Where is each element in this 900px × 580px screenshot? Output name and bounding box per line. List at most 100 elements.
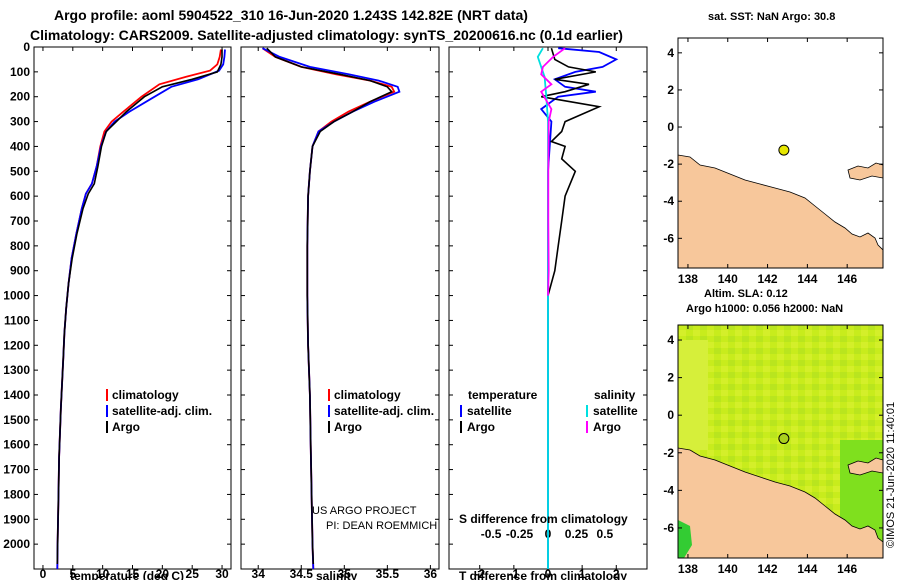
depth-tick-label: 400 — [10, 139, 30, 153]
salinity-xlabel: salinity — [316, 569, 358, 580]
salinity-lines — [261, 47, 401, 569]
series-line-climatology — [56, 49, 222, 569]
depth-tick-label: 500 — [10, 164, 30, 178]
x-tick-label: 20 — [156, 567, 170, 580]
legend-t-satellite: satellite — [467, 404, 512, 418]
series-line-s-argo — [540, 47, 566, 296]
depth-tick-label: 800 — [10, 239, 30, 253]
sst-map-axes: 138 140 142 144 146 4 2 0 -2 -4 -6 — [663, 38, 883, 286]
map-y-tick-label: 4 — [667, 46, 674, 60]
series-line-argo — [266, 47, 394, 565]
legend-argo: Argo — [334, 420, 362, 434]
depth-tick-label: 600 — [10, 189, 30, 203]
x-tick-label: 0 — [545, 567, 552, 580]
map-x-tick-label: 144 — [797, 272, 817, 286]
legend-temperature-title: temperature — [468, 388, 538, 402]
map-x-tick-label: 140 — [718, 562, 738, 576]
depth-tick-label: 1100 — [4, 313, 30, 327]
salinity-legend: climatology satellite-adj. clim. Argo — [328, 388, 434, 434]
t-difference-xlabel: T difference from climatology — [459, 569, 627, 580]
s-tick-label: 0.5 — [597, 527, 614, 541]
depth-tick-label: 1200 — [3, 338, 30, 352]
sla-map-title-1: Altim. SLA: 0.12 — [704, 288, 788, 300]
sst-map-title: sat. SST: NaN Argo: 30.8 — [708, 11, 835, 23]
x-tick-label: 10 — [96, 567, 110, 580]
map-x-tick-label: 142 — [758, 562, 778, 576]
series-line-s-satellite — [536, 47, 549, 569]
difference-lines — [536, 47, 619, 569]
depth-tick-label: 1800 — [3, 487, 30, 501]
map-y-tick-label: 2 — [667, 83, 674, 97]
map-y-tick-label: -4 — [663, 483, 674, 497]
map-y-tick-label: -6 — [663, 521, 674, 535]
legend-s-argo: Argo — [593, 420, 621, 434]
figure-title-1: Argo profile: aoml 5904522_310 16-Jun-20… — [54, 7, 528, 23]
series-line-satellite-adj-clim- — [56, 49, 226, 569]
map-x-tick-label: 142 — [758, 272, 778, 286]
legend-salinity-title: salinity — [594, 388, 636, 402]
depth-tick-label: 300 — [10, 115, 30, 129]
sla-map: Altim. SLA: 0.12 Argo h1000: 0.056 h2000… — [663, 288, 884, 576]
sla-map-island — [847, 457, 883, 476]
map-y-tick-label: 2 — [667, 371, 674, 385]
map-y-tick-label: -6 — [663, 231, 674, 245]
difference-panel: -2 -1 0 1 2 -0.5 -0.25 0 0.25 0.5 S difference f… — [448, 46, 648, 580]
map-y-tick-label: 0 — [667, 120, 674, 134]
temperature-xlabel: temperature (deg C) — [70, 569, 184, 580]
x-tick-label: 34.5 — [290, 567, 314, 580]
map-y-tick-label: -2 — [663, 446, 674, 460]
series-line-satellite-adj-clim- — [262, 47, 401, 569]
legend-argo: Argo — [112, 420, 140, 434]
sst-map-island — [847, 162, 883, 181]
x-tick-label: 0 — [40, 567, 47, 580]
series-line-argo — [56, 49, 223, 565]
salinity-frame — [240, 46, 440, 570]
sst-map-frame — [677, 37, 884, 269]
argo-float-marker — [778, 144, 790, 156]
legend-climatology: climatology — [334, 388, 401, 402]
map-x-tick-label: 146 — [837, 272, 857, 286]
temperature-legend: climatology satellite-adj. clim. Argo — [106, 388, 212, 434]
depth-axis: 0 100 200 300 400 500 600 700 800 900 1000 1100 1200… — [3, 40, 231, 551]
depth-tick-label: 1000 — [3, 289, 30, 303]
map-x-tick-label: 140 — [718, 272, 738, 286]
depth-tick-label: 1400 — [3, 388, 30, 402]
temperature-lines — [56, 49, 226, 569]
x-tick-label: 25 — [186, 567, 200, 580]
legend-climatology: climatology — [112, 388, 179, 402]
sla-map-frame — [677, 324, 884, 559]
figure-title-2: Climatology: CARS2009. Satellite-adjuste… — [30, 27, 623, 43]
x-tick-label: -2 — [474, 567, 485, 580]
temperature-frame — [33, 46, 232, 570]
depth-tick-label: 700 — [10, 214, 30, 228]
temperature-panel: 0100200300400500600700800900100011001200… — [3, 40, 232, 580]
s-tick-label: -0.5 — [481, 527, 502, 541]
imos-watermark: ©IMOS 21-Jun-2020 11:40:01 — [885, 402, 897, 548]
depth-tick-label: 900 — [10, 264, 30, 278]
salinity-x-axis: 34 34.5 35 35.5 36 — [252, 47, 437, 580]
sla-map-title-2: Argo h1000: 0.056 h2000: NaN — [686, 303, 843, 315]
sst-map-land — [678, 154, 883, 268]
x-tick-label: 35 — [338, 567, 352, 580]
sla-map-land — [678, 447, 883, 558]
depth-tick-label: 1500 — [3, 413, 30, 427]
argo-float-marker — [778, 433, 790, 445]
sst-map: sat. SST: NaN Argo: 30.8 138 140 142 144 146… — [663, 11, 884, 286]
depth-tick-label: 2000 — [3, 537, 30, 551]
legend-s-satellite: satellite — [593, 404, 638, 418]
sla-map-field-left — [678, 340, 708, 450]
series-line-t-argo — [541, 47, 602, 296]
x-tick-label: 35.5 — [376, 567, 400, 580]
depth-tick-label: 1600 — [3, 438, 30, 452]
depth-tick-label: 100 — [10, 65, 30, 79]
legend-satellite: satellite-adj. clim. — [112, 404, 212, 418]
map-y-tick-label: -4 — [663, 194, 674, 208]
map-x-tick-label: 146 — [837, 562, 857, 576]
depth-tick-label: 0 — [23, 40, 30, 54]
sla-map-axes: 138 140 142 144 146 4 2 0 -2 -4 -6 — [663, 325, 883, 576]
x-tick-label: 34 — [252, 567, 266, 580]
map-x-tick-label: 144 — [797, 562, 817, 576]
map-y-tick-label: 0 — [667, 408, 674, 422]
legend-t-argo: Argo — [467, 420, 495, 434]
